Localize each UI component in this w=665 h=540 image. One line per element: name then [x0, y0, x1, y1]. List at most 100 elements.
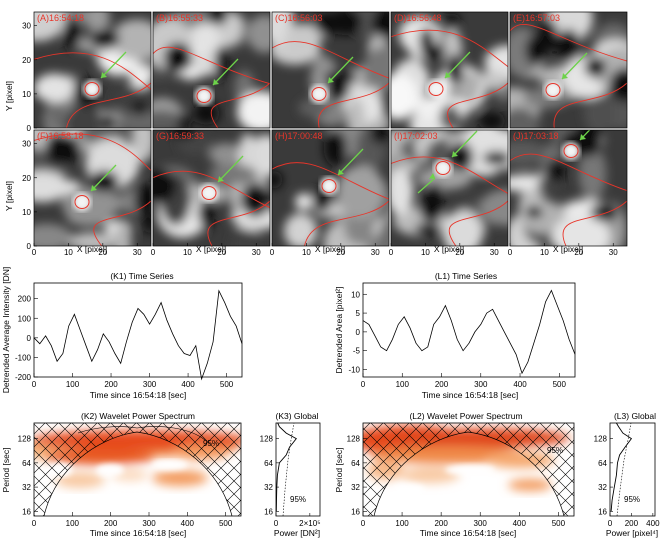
x-tick-label: 500 [552, 519, 566, 528]
x-tick-label: 30 [490, 248, 499, 257]
chart-k1: (K1) Time Series 0 100 200 300 400 500 -200 -10… [1, 267, 243, 400]
arrow-line [90, 164, 117, 192]
chart-l2: (L2) Wavelet Power Spectrum 95% 0 100 200 3… [334, 411, 575, 538]
contour [34, 133, 151, 171]
y-tick-label: 20 [22, 174, 31, 183]
arrow-head [213, 79, 219, 85]
k3-95-line [282, 422, 295, 517]
y-tick-label: 16 [264, 507, 273, 516]
y-tick-label: -200 [15, 373, 32, 382]
contour [210, 82, 270, 128]
l3-power-line [610, 422, 633, 512]
arrow-head [338, 169, 344, 175]
x-tick-label: 10 [302, 248, 311, 257]
contour [74, 195, 90, 209]
l2-spectrum [363, 423, 574, 516]
y-tick-label: 32 [598, 483, 607, 492]
x-axis-label-2: X [pixel] [196, 244, 226, 254]
image-frame [271, 129, 390, 247]
contour [93, 200, 151, 246]
y-tick-label: 128 [347, 435, 361, 444]
x-tick-label: 200 [434, 519, 448, 528]
arrow-head [562, 73, 568, 79]
x-tick-label: 20 [217, 248, 226, 257]
k1-frame [33, 282, 243, 378]
image-frame [152, 11, 271, 129]
image-frame [271, 11, 390, 129]
image-panel: (G)16:59:33 0 10 20 30 [151, 129, 271, 257]
arrow-line [327, 56, 354, 84]
chart-k3: (K3) Global 95% 16 32 64 128 0 2×10⁵ Power [D… [260, 411, 321, 538]
l3-title: (L3) Global [614, 411, 656, 421]
contour [66, 82, 151, 128]
panel-label: (C)16:56:03 [275, 13, 323, 23]
y-tick-label: 64 [598, 459, 607, 468]
x-tick-label: 200 [104, 519, 118, 528]
x-tick-label: 10 [183, 248, 192, 257]
chart-l1: (L1) Time Series 0 100 200 300 400 500 -10 -5 0 5… [334, 271, 576, 400]
x-tick-label: 20 [336, 248, 345, 257]
y-tick-label: 128 [260, 435, 274, 444]
contour [321, 179, 337, 193]
arrow-line [212, 58, 239, 86]
l3-annotation: 95% [624, 495, 640, 504]
y-tick-label: 20 [22, 56, 31, 65]
k1-series-line [33, 289, 243, 381]
k2-spectrum [34, 423, 241, 516]
x-tick-label: 200 [104, 380, 118, 389]
l2-xlabel: Time since 16:54:18 [sec] [420, 528, 517, 538]
k3-power-line [275, 422, 297, 512]
contour [510, 153, 627, 192]
l1-xlabel: Time since 16:54:18 [sec] [422, 390, 519, 400]
arrow-head [218, 176, 224, 182]
panel-label: (G)16:59:33 [156, 131, 204, 141]
contour [153, 170, 270, 209]
panel-label: (D)16:56:48 [394, 13, 442, 23]
y-tick-label: 32 [351, 483, 360, 492]
l2-ylabel: Period [sec] [334, 448, 344, 493]
y-axis-label-row1: Y [pixel] [4, 81, 14, 111]
contour [391, 29, 508, 68]
contour [272, 41, 389, 79]
image-panel: (E)16:57:03 [509, 11, 628, 129]
x-tick-label: 300 [143, 380, 157, 389]
k2-xlabel: Time since 16:54:18 [sec] [90, 528, 187, 538]
l2-frame [362, 422, 575, 517]
y-tick-label: 0 [27, 124, 32, 133]
k2-annotation: 95% [203, 439, 219, 448]
y-tick-label: -5 [353, 347, 361, 356]
arrow-line [417, 177, 436, 194]
panel-label: (I)17:02:03 [394, 131, 438, 141]
contour [553, 82, 627, 128]
x-tick-label: 2×10⁵ [299, 519, 320, 528]
x-tick-label: 400 [646, 519, 660, 528]
k1-ylabel: Detrended Average Intensity [DN] [1, 267, 11, 393]
arrow-head [429, 173, 435, 179]
contour [447, 82, 508, 128]
contour [207, 200, 270, 246]
x-tick-label: 100 [395, 519, 409, 528]
image-axis-labels: Y [pixel] Y [pixel] X [pixel] X [pixel] … [4, 81, 583, 254]
x-tick-label: 10 [540, 248, 549, 257]
image-panel-grid: (A)16:54:18 0 10 20 30 (B)16:55:33 (C)16:56:03… [22, 11, 628, 257]
l3-xlabel: Power [pixel⁴] [606, 528, 658, 538]
panel-label: (J)17:03:18 [513, 131, 559, 141]
image-panel: (A)16:54:18 0 10 20 30 [22, 11, 152, 133]
y-tick-label: 16 [351, 507, 360, 516]
x-tick-label: 400 [181, 380, 195, 389]
contour [304, 200, 389, 246]
y-tick-label: 64 [351, 459, 360, 468]
k3-title: (K3) Global [276, 411, 319, 421]
y-tick-label: 100 [18, 314, 32, 323]
contour [562, 200, 627, 246]
x-tick-label: 300 [142, 519, 156, 528]
chart-l3: (L3) Global 95% 16 32 64 128 0 200 400 Power [… [594, 411, 660, 538]
image-panel: (B)16:55:33 [152, 11, 271, 129]
arrow-head [328, 77, 334, 83]
contour [428, 82, 444, 96]
arrow-head [91, 185, 97, 191]
panel-label: (B)16:55:33 [156, 13, 203, 23]
image-panel: (J)17:03:18 0 10 20 30 [508, 129, 628, 257]
x-tick-label: 300 [474, 519, 488, 528]
x-tick-label: 200 [625, 519, 639, 528]
